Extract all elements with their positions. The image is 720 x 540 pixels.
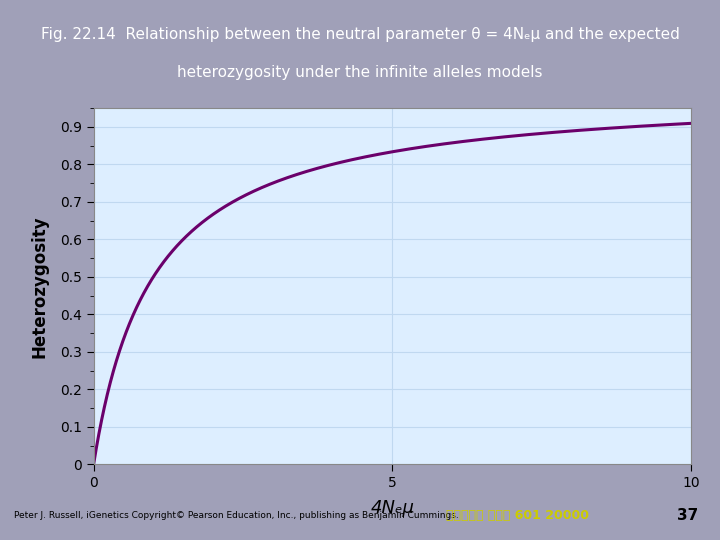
Text: 37: 37 <box>677 508 698 523</box>
Text: heterozygosity under the infinite alleles models: heterozygosity under the infinite allele… <box>177 65 543 80</box>
Text: Peter J. Russell, iGenetics Copyright© Pearson Education, Inc., publishing as Be: Peter J. Russell, iGenetics Copyright© P… <box>14 511 459 520</box>
Text: 台大農藝系 遺傳學 601 20000: 台大農藝系 遺傳學 601 20000 <box>446 509 590 522</box>
Y-axis label: Heterozygosity: Heterozygosity <box>31 215 49 357</box>
Text: Fig. 22.14  Relationship between the neutral parameter θ = 4Nₑμ and the expected: Fig. 22.14 Relationship between the neut… <box>40 26 680 42</box>
X-axis label: 4Nₑμ: 4Nₑμ <box>370 498 415 517</box>
